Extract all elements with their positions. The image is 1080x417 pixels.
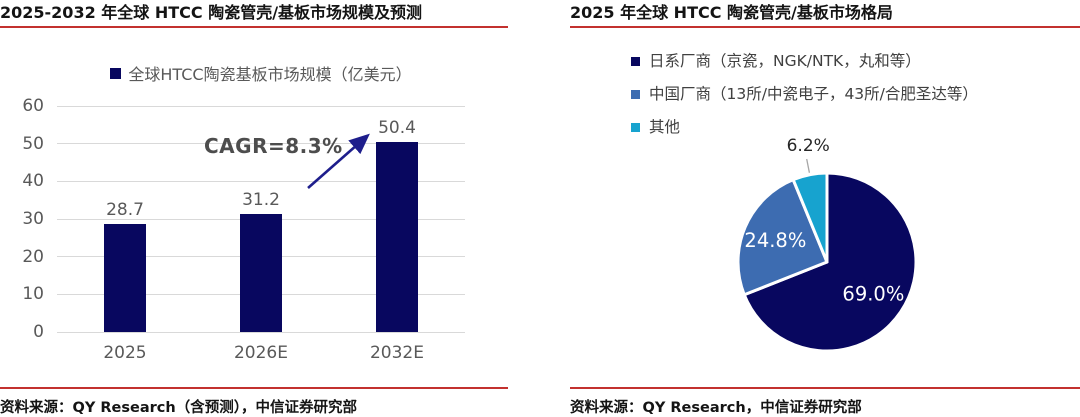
x-axis-label: 2026E xyxy=(233,343,288,363)
bar-chart-source: 资料来源：QY Research（含预测），中信证券研究部 xyxy=(0,387,508,417)
y-axis-tick: 50 xyxy=(22,133,44,154)
x-axis-label: 2032E xyxy=(369,343,424,363)
pie-legend-label: 中国厂商（13所/中瓷电子，43所/合肥圣达等） xyxy=(649,85,978,103)
y-axis-tick: 10 xyxy=(22,284,44,305)
cagr-annotation: CAGR=8.3% xyxy=(204,134,343,158)
bar-2025 xyxy=(104,223,146,332)
pie-chart-source: 资料来源：QY Research，中信证券研究部 xyxy=(570,387,1080,417)
x-axis-label: 2025 xyxy=(103,343,147,363)
y-axis-tick: 0 xyxy=(33,322,44,342)
bar-2032E xyxy=(376,142,418,332)
pie-chart: 69.0% 24.8% 6.2% xyxy=(736,136,918,353)
bar-chart-title: 2025-2032 年全球 HTCC 陶瓷管壳/基板市场规模及预测 xyxy=(0,0,508,28)
pie-chart-title: 2025 年全球 HTCC 陶瓷管壳/基板市场格局 xyxy=(570,0,1080,28)
bar-chart-legend-label: 全球HTCC陶瓷基板市场规模（亿美元） xyxy=(128,65,412,84)
gridline xyxy=(57,331,465,333)
pie-leader-line xyxy=(806,158,811,173)
gridline xyxy=(57,105,465,107)
pie-slice-0 xyxy=(742,171,918,353)
pie-slice-2 xyxy=(791,171,829,264)
y-axis-tick: 60 xyxy=(22,96,44,116)
gridline xyxy=(57,143,465,145)
bar-chart-legend: 全球HTCC陶瓷基板市场规模（亿美元） xyxy=(57,61,465,85)
pie-legend-label: 日系厂商（京瓷，NGK/NTK，丸和等） xyxy=(649,52,921,70)
bar-value-label: 31.2 xyxy=(242,190,280,211)
bar-value-label: 50.4 xyxy=(378,118,416,139)
y-axis-tick: 30 xyxy=(22,209,44,229)
legend-square-icon xyxy=(631,56,640,66)
gridline xyxy=(57,180,465,182)
y-axis-tick: 20 xyxy=(22,246,44,267)
legend-square-icon xyxy=(631,89,640,99)
pie-legend-label: 其他 xyxy=(649,118,681,136)
pie-legend-item: 日系厂商（京瓷，NGK/NTK，丸和等） xyxy=(631,53,978,69)
pie-inner-label: 24.8% xyxy=(744,229,806,252)
pie-box: 69.0% 24.8% 6.2% xyxy=(712,133,942,383)
pie-legend-item: 中国厂商（13所/中瓷电子，43所/合肥圣达等） xyxy=(631,86,978,102)
y-axis-tick: 40 xyxy=(22,171,44,192)
pie-outer-label: 6.2% xyxy=(787,136,830,156)
pie-chart-panel: 2025 年全球 HTCC 陶瓷管壳/基板市场格局 日系厂商（京瓷，NGK/NT… xyxy=(570,0,1080,417)
pie-legend-item: 其他 xyxy=(631,119,978,135)
bar-2026E xyxy=(240,214,282,332)
legend-square-icon xyxy=(631,122,640,132)
legend-square-icon xyxy=(110,67,122,79)
bar-chart-panel: 2025-2032 年全球 HTCC 陶瓷管壳/基板市场规模及预测 全球HTCC… xyxy=(0,0,508,417)
bar-value-label: 28.7 xyxy=(106,199,144,220)
pie-legend: 日系厂商（京瓷，NGK/NTK，丸和等） 中国厂商（13所/中瓷电子，43所/合肥… xyxy=(631,53,978,135)
bar-plot xyxy=(57,105,465,333)
pie-inner-label: 69.0% xyxy=(842,283,904,306)
